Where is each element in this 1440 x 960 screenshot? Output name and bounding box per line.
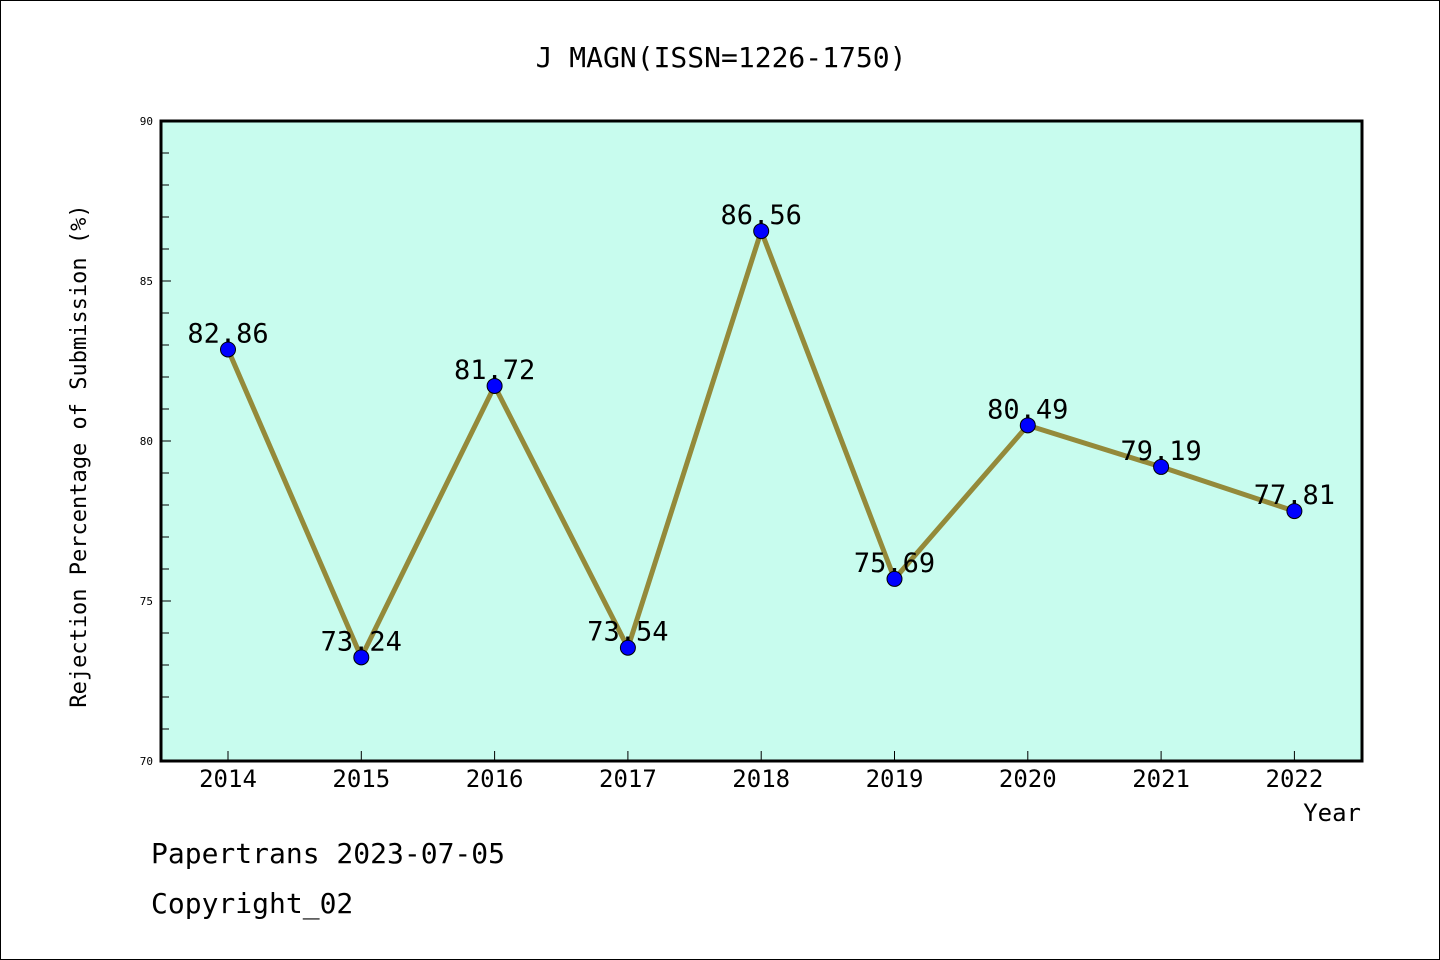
x-tick-label: 2020: [999, 765, 1057, 793]
x-axis-label: Year: [1303, 799, 1361, 827]
data-label: 79.19: [1120, 436, 1201, 467]
y-tick-label: 80: [140, 435, 153, 448]
data-label: 82.86: [187, 318, 268, 349]
data-label: 73.54: [587, 617, 668, 648]
data-point: [886, 570, 903, 587]
y-tick-label: 85: [140, 275, 153, 288]
x-tick-label: 2022: [1266, 765, 1324, 793]
footer-date-line: Papertrans 2023-07-05: [151, 837, 506, 870]
data-point: [486, 377, 503, 394]
data-label: 75.69: [854, 548, 935, 579]
data-point: [220, 341, 236, 358]
data-point: [753, 223, 770, 240]
x-axis: 2014 2015 2016 2017 2018 2019 2020 2021 2022: [199, 751, 1323, 793]
data-point: [1153, 458, 1170, 475]
data-label: 80.49: [987, 394, 1068, 425]
x-tick-label: 2017: [599, 765, 657, 793]
x-tick-label: 2014: [199, 765, 257, 793]
y-tick-label: 90: [140, 115, 153, 128]
data-label: 77.81: [1254, 480, 1335, 511]
data-point: [353, 649, 370, 666]
x-tick-label: 2021: [1132, 765, 1190, 793]
y-axis-label: Rejection Percentage of Submission (%): [67, 204, 92, 707]
x-tick-label: 2015: [332, 765, 390, 793]
y-axis: 70 75 80 85 90: [140, 115, 171, 768]
x-tick-label: 2016: [466, 765, 524, 793]
data-point: [619, 639, 636, 656]
y-tick-label: 70: [140, 755, 153, 768]
x-tick-label: 2019: [866, 765, 924, 793]
y-tick-label: 75: [140, 595, 153, 608]
series-layer: 82.86 73.24 81.72 73.54 86.56 75.69 80.49 79.19…: [187, 200, 1335, 666]
footer-copyright-line: Copyright_02: [151, 887, 354, 920]
data-label: 73.24: [321, 626, 402, 657]
chart-title: J MAGN(ISSN=1226-1750): [536, 41, 907, 74]
x-tick-label: 2018: [732, 765, 790, 793]
data-label: 86.56: [721, 200, 802, 231]
data-point: [1286, 503, 1303, 520]
data-label: 81.72: [454, 355, 535, 386]
data-point: [1019, 417, 1036, 434]
